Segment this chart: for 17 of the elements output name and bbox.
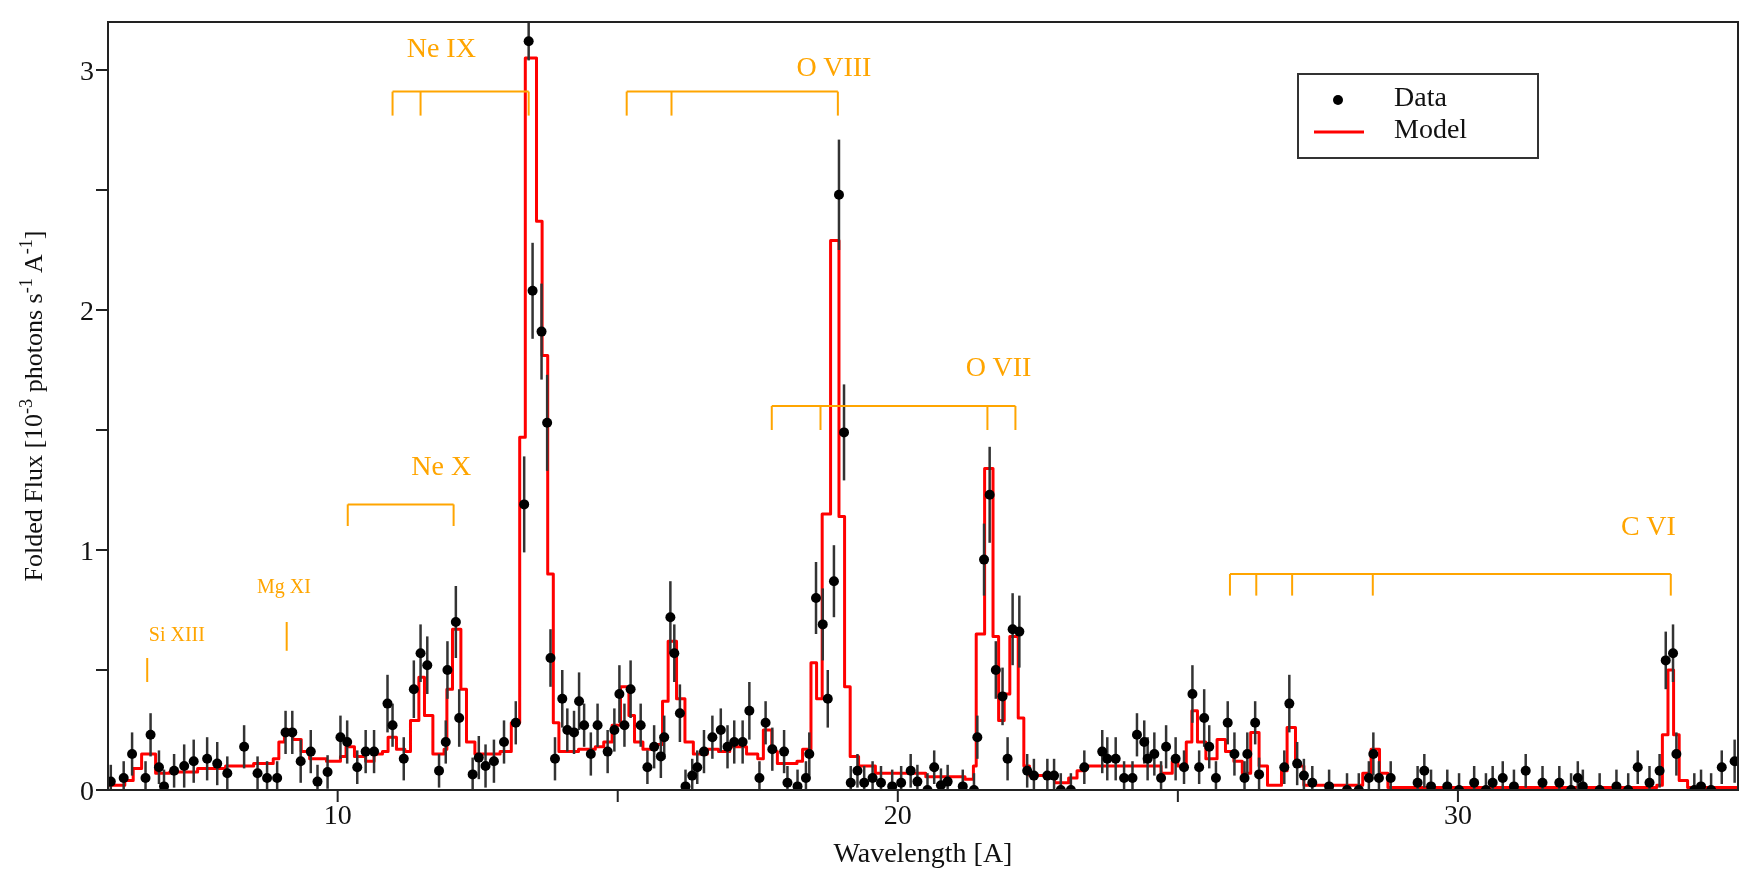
y-tick-label: 1 <box>80 534 94 566</box>
annotation: Ne IX <box>406 32 476 64</box>
x-tick-label: 20 <box>883 798 912 830</box>
y-tick-label: 0 <box>80 774 94 806</box>
annotation: O VII <box>965 351 1032 383</box>
y-tick-label: 2 <box>80 294 94 326</box>
annotation: Mg XI <box>256 574 311 598</box>
x-axis-title: Wavelength [A] <box>833 837 1013 868</box>
annotation: Ne X <box>411 449 472 481</box>
annotation: O VIII <box>796 51 872 83</box>
annotation: Si XIII <box>148 622 205 645</box>
legend-label: Data <box>1394 81 1448 113</box>
x-tick-label: 30 <box>1443 798 1472 830</box>
annotation: C VI <box>1621 509 1676 541</box>
x-tick-label: 10 <box>323 798 352 830</box>
y-tick-label: 3 <box>80 54 94 86</box>
legend-label: Model <box>1394 113 1468 145</box>
